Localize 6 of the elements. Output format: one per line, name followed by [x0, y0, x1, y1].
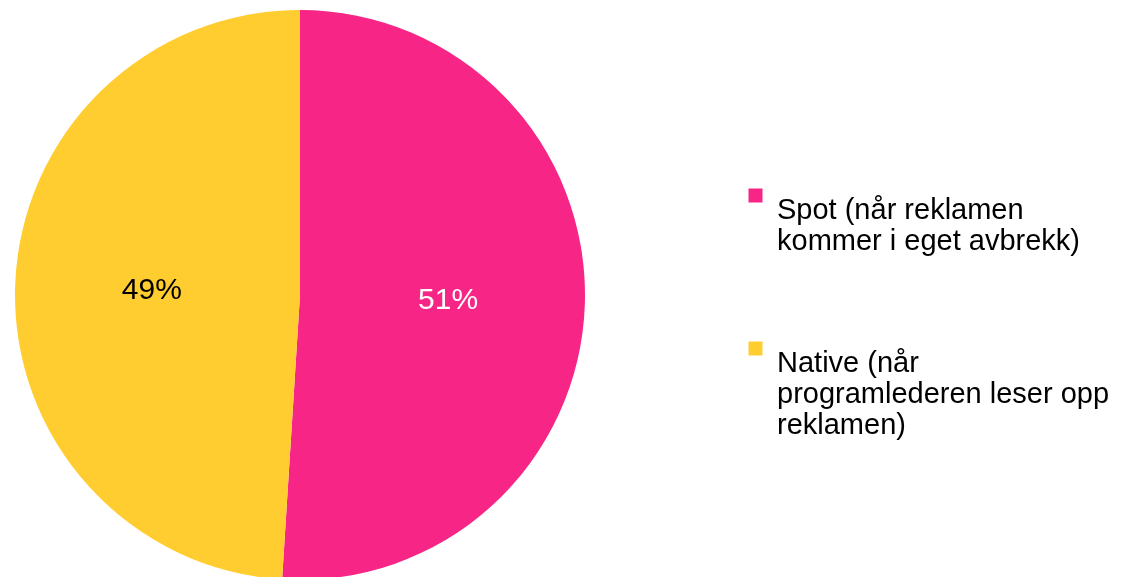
data-label: 51%: [418, 281, 479, 315]
legend-label: Native (når programlederen leser opp reklamen): [777, 345, 1110, 440]
pie-slice: [15, 10, 300, 577]
legend-label: Spot (når reklamen kommer i eget avbrekk): [777, 192, 1080, 256]
data-label: 49%: [121, 272, 182, 306]
pie-slice: [282, 10, 585, 577]
